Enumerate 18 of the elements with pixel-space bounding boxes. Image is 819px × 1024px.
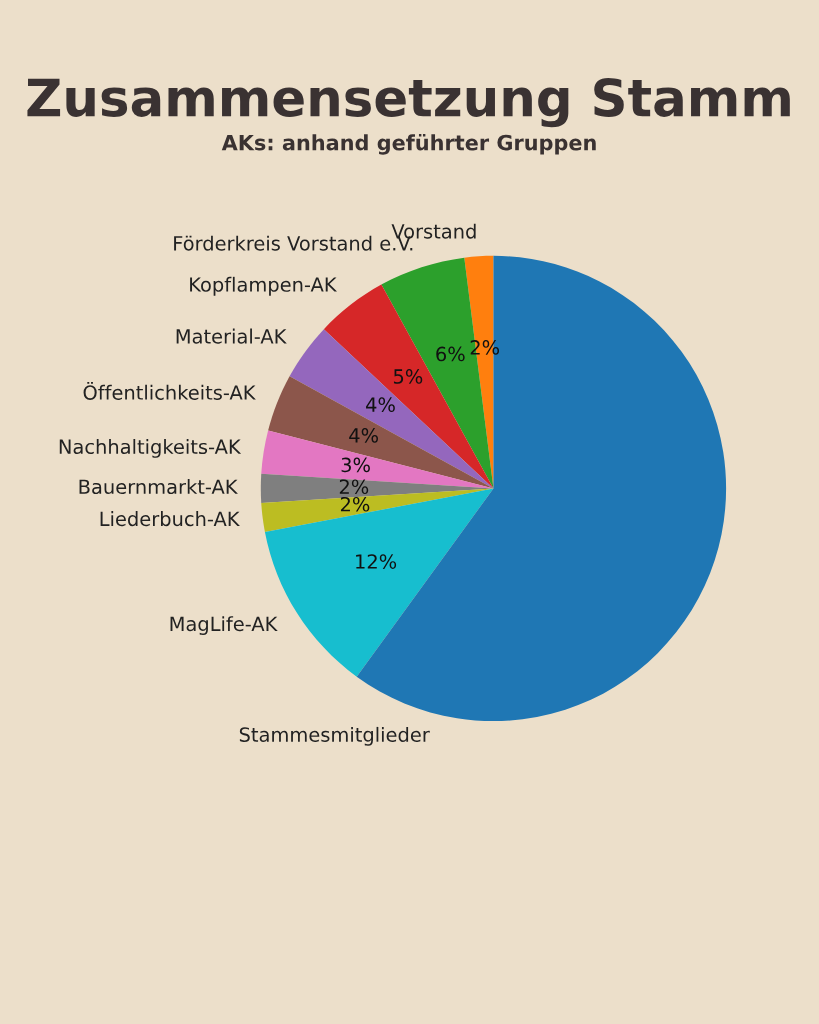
data-label: 2%: [340, 496, 370, 512]
slice-label: Kopflampen-AK: [190, 276, 337, 296]
data-label: 3%: [341, 457, 370, 473]
data-label: 12%: [356, 554, 397, 569]
slice-label: Stammesmitglieder: [239, 726, 430, 746]
slice-label: MagLife-AK: [170, 616, 278, 635]
data-label: 4%: [349, 427, 379, 443]
chart-subtitle: AKs: anhand geführter Gruppen: [221, 134, 596, 155]
chart-title: Zusammensetzung Stamm: [27, 78, 790, 128]
data-label: 6%: [436, 346, 465, 362]
data-label: 2%: [339, 479, 369, 495]
slice-label: Bauernmarkt-AK: [79, 479, 238, 495]
slice-label: Öffentlichkeits-AK: [83, 381, 256, 400]
slice-label: Liederbuch-AK: [100, 511, 240, 527]
data-label: 4%: [366, 397, 395, 413]
slice-label: Material-AK: [176, 328, 287, 344]
data-label: 5%: [393, 369, 423, 384]
slice-label: Nachhaltigkeits-AK: [59, 439, 242, 458]
